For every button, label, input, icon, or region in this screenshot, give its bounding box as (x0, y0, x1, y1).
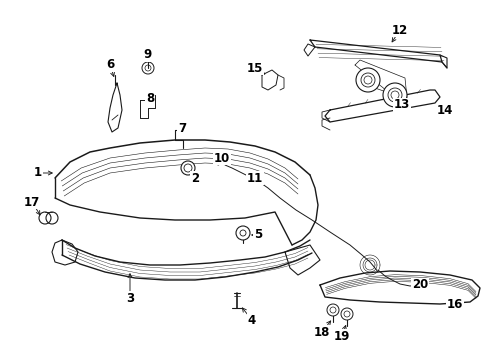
Text: 16: 16 (446, 298, 462, 311)
Text: 3: 3 (126, 292, 134, 305)
Circle shape (181, 161, 195, 175)
Text: 8: 8 (145, 91, 154, 104)
Circle shape (236, 226, 249, 240)
Circle shape (355, 68, 379, 92)
Circle shape (382, 83, 406, 107)
Text: 14: 14 (436, 104, 452, 117)
Text: 6: 6 (106, 58, 114, 72)
Text: 2: 2 (190, 171, 199, 184)
Text: 13: 13 (393, 99, 409, 112)
Text: 9: 9 (143, 49, 152, 62)
Text: 7: 7 (178, 122, 185, 135)
Text: 11: 11 (246, 171, 263, 184)
Text: 19: 19 (333, 329, 349, 342)
Text: 4: 4 (247, 314, 256, 327)
Text: 1: 1 (34, 166, 42, 180)
Circle shape (326, 304, 338, 316)
Text: 15: 15 (246, 62, 263, 75)
Text: 12: 12 (391, 23, 407, 36)
Text: 5: 5 (253, 229, 262, 242)
Text: 17: 17 (24, 195, 40, 208)
Text: 20: 20 (411, 279, 427, 292)
Text: 18: 18 (313, 325, 329, 338)
Text: 10: 10 (213, 152, 230, 165)
Circle shape (340, 308, 352, 320)
